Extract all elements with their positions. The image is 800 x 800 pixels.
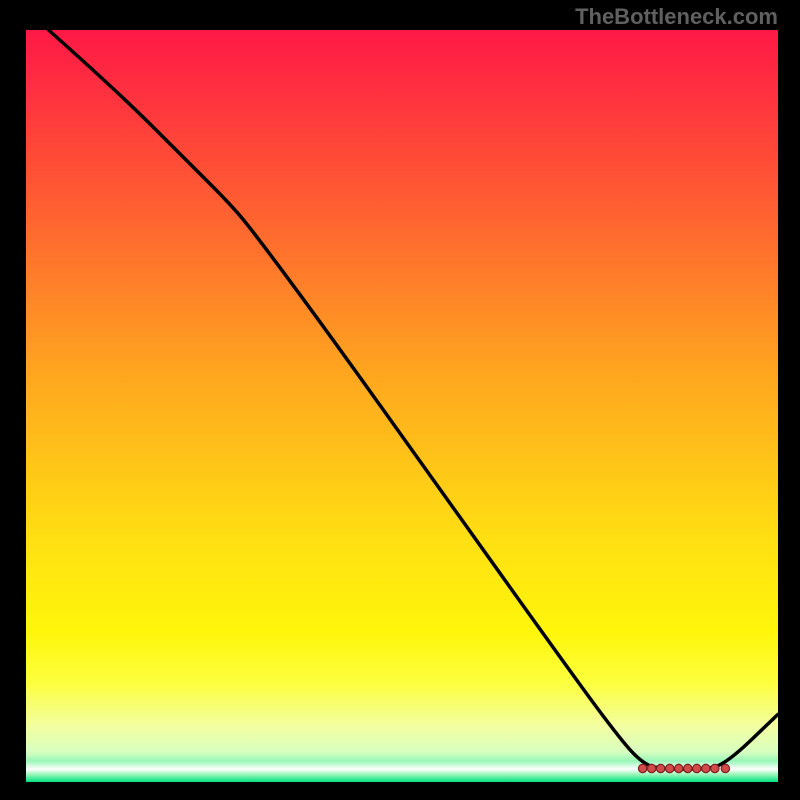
curve-marker bbox=[711, 764, 719, 772]
bottleneck-curve bbox=[49, 30, 778, 769]
curve-marker bbox=[693, 764, 701, 772]
curve-marker bbox=[638, 764, 646, 772]
curve-marker bbox=[666, 764, 674, 772]
plot-area bbox=[26, 30, 778, 782]
curve-marker bbox=[684, 764, 692, 772]
curve-marker bbox=[721, 764, 729, 772]
curve-marker bbox=[702, 764, 710, 772]
curve-bottom-markers bbox=[638, 764, 729, 772]
curve-svg bbox=[26, 30, 778, 782]
curve-marker bbox=[675, 764, 683, 772]
curve-marker bbox=[656, 764, 664, 772]
watermark-text: TheBottleneck.com bbox=[575, 4, 778, 30]
chart-frame: TheBottleneck.com bbox=[0, 0, 800, 800]
curve-marker bbox=[647, 764, 655, 772]
